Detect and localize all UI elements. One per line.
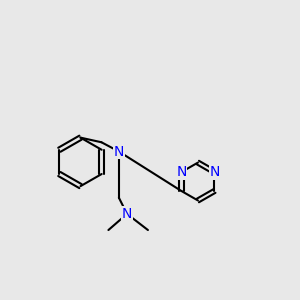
Text: N: N (114, 145, 124, 158)
Text: N: N (176, 165, 187, 179)
Text: N: N (122, 207, 132, 221)
Text: N: N (209, 165, 220, 179)
